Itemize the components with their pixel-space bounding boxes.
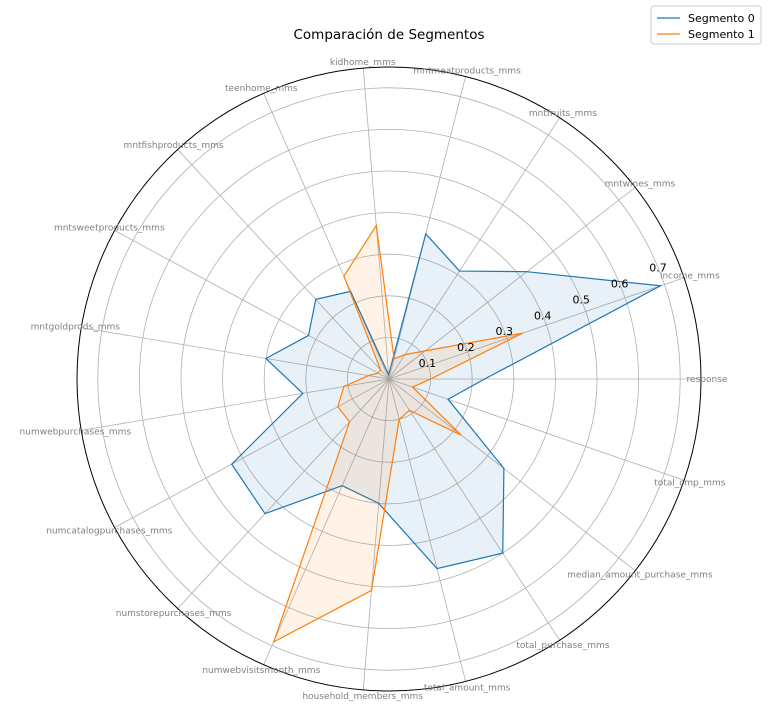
outer-frame <box>76 66 702 692</box>
axis-label: numwebpurchases_mms <box>20 427 132 437</box>
grid-spoke <box>388 117 560 380</box>
grid-spoke <box>81 327 390 380</box>
ring-tick-label: 0.3 <box>496 325 514 338</box>
axis-label: kidhome_mms <box>330 58 396 68</box>
axis-label: teenhome_mms <box>225 84 298 94</box>
series-fill-1 <box>273 225 523 642</box>
axis-label: mntmeatproducts_mms <box>413 67 521 77</box>
axis-label: response <box>687 375 728 385</box>
axis-label: income_mms <box>660 272 720 282</box>
ring-tick-label: 0.1 <box>419 357 437 370</box>
grid-spoke <box>388 187 636 380</box>
axis-label: numcatalogpurchases_mms <box>46 526 172 536</box>
ring-labels: 0.1 0.2 0.3 0.4 0.5 0.6 0.7 <box>419 262 667 371</box>
ring-tick-label: 0.6 <box>611 278 629 291</box>
ring-tick-label: 0.5 <box>572 293 590 306</box>
ring-tick-label: 0.2 <box>457 341 475 354</box>
series-fill-0 <box>231 233 661 569</box>
grid-spoke <box>388 277 685 380</box>
axis-label: median_amount_purchase_mms <box>567 570 713 580</box>
ring-tick-label: 0.4 <box>534 309 552 322</box>
grid-spoke <box>388 378 466 682</box>
grid-spoke <box>362 68 390 380</box>
axis-label: mntfruits_mms <box>529 109 597 119</box>
series-line-0 <box>230 232 663 570</box>
axis-label: household_members_mms <box>302 692 423 702</box>
grid-spoke <box>388 378 685 481</box>
radar-series <box>230 223 663 644</box>
axis-labels: response income_mms mntwines_mms mntfruits_… <box>20 58 728 702</box>
grid-spoke <box>177 378 390 609</box>
legend-label-segmento-0: Segmento 0 <box>688 12 755 25</box>
grid-spoke <box>177 149 390 380</box>
axis-label: numwebvisitsmonth_mms <box>202 666 320 676</box>
axis-label: mntwines_mms <box>605 180 676 190</box>
grid-spoke <box>114 230 390 380</box>
ring-tick-label: 0.7 <box>649 262 667 275</box>
grid-spoke <box>263 93 390 380</box>
axis-label: numstorepurchases_mms <box>116 609 232 619</box>
grid-spoke <box>388 378 560 641</box>
grid-spoke <box>388 76 466 380</box>
grid-spoke <box>362 378 390 690</box>
radar-grid <box>76 66 702 692</box>
legend-label-segmento-1: Segmento 1 <box>688 28 755 41</box>
axis-label: mntsweetproducts_mms <box>54 224 165 234</box>
chart-title: Comparación de Segmentos <box>294 27 485 43</box>
axis-label: total_amount_mms <box>424 683 511 693</box>
grid-spoke <box>114 378 390 528</box>
grid-spoke <box>388 378 636 571</box>
grid-spoke <box>81 378 390 431</box>
grid-spoke <box>263 378 390 665</box>
axis-label: mntfishproducts_mms <box>124 141 224 151</box>
series-line-1 <box>272 223 524 644</box>
axis-label: total_cmp_mms <box>654 478 726 488</box>
legend: Segmento 0 Segmento 1 <box>650 5 762 45</box>
axis-label: mntgoldprods_mms <box>31 323 121 333</box>
axis-label: total_purchase_mms <box>516 641 609 651</box>
